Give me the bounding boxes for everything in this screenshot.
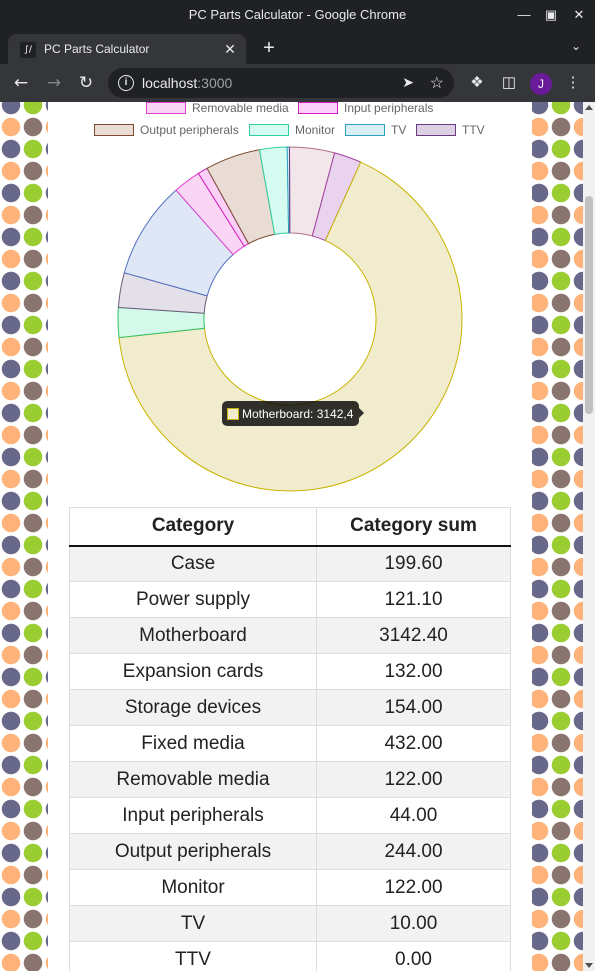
table-row: Expansion cards 132.00 xyxy=(69,653,511,690)
menu-kebab-icon[interactable]: ⋮ xyxy=(565,74,581,91)
profile-avatar[interactable]: J xyxy=(530,73,552,95)
tooltip-text: Motherboard: 3142,4 xyxy=(242,406,354,421)
site-info-icon[interactable]: i xyxy=(118,75,134,91)
category-cell: Storage devices xyxy=(69,689,317,726)
url-text[interactable]: localhost:3000 xyxy=(142,75,232,91)
table-row: Storage devices 154.00 xyxy=(69,689,511,726)
url-port: :3000 xyxy=(197,75,233,91)
back-arrow-icon[interactable]: ← xyxy=(13,73,29,93)
category-sum-cell: 199.60 xyxy=(316,545,511,582)
category-sum-cell: 122.00 xyxy=(316,869,511,906)
legend-swatch xyxy=(298,102,338,114)
legend-item-removable-media[interactable]: Removable media xyxy=(146,102,289,115)
table-row: Monitor 122.00 xyxy=(69,869,511,906)
tab-strip: ∫/ PC Parts Calculator ✕ + ⌄ xyxy=(0,30,595,64)
category-cell: Motherboard xyxy=(69,617,317,654)
legend-swatch xyxy=(249,124,289,136)
new-tab-icon[interactable]: + xyxy=(263,37,275,59)
legend-label: TV xyxy=(391,123,407,137)
window-title: PC Parts Calculator - Google Chrome xyxy=(188,7,407,22)
scrollbar-thumb[interactable] xyxy=(585,196,593,414)
table-row: Power supply 121.10 xyxy=(69,581,511,618)
category-sum-cell: 132.00 xyxy=(316,653,511,690)
legend-label: Removable media xyxy=(192,102,289,115)
send-icon[interactable]: ➤ xyxy=(402,74,414,90)
table-row: Removable media 122.00 xyxy=(69,761,511,798)
legend-label: TTV xyxy=(462,123,485,137)
url-host: localhost xyxy=(142,75,198,91)
category-sum-cell: 121.10 xyxy=(316,581,511,618)
side-panel-icon[interactable]: ◫ xyxy=(501,74,517,91)
maximize-icon[interactable]: ▣ xyxy=(544,7,558,22)
table-row: Motherboard 3142.40 xyxy=(69,617,511,654)
table-row: TTV 0.00 xyxy=(69,941,511,971)
legend-label: Output peripherals xyxy=(140,123,239,137)
category-cell: TV xyxy=(69,905,317,942)
table-row: Output peripherals 244.00 xyxy=(69,833,511,870)
window-titlebar: PC Parts Calculator - Google Chrome — ▣ … xyxy=(0,0,595,30)
category-sum-cell: 154.00 xyxy=(316,689,511,726)
column-header-category-sum: Category sum xyxy=(316,507,511,547)
browser-toolbar: ← → ↻ i localhost:3000 ➤ ☆ ❖ ◫ J ⋮ xyxy=(0,64,595,102)
table-row: Fixed media 432.00 xyxy=(69,725,511,762)
column-header-category: Category xyxy=(69,507,317,547)
doughnut-chart[interactable] xyxy=(48,102,532,502)
category-cell: Monitor xyxy=(69,869,317,906)
legend-label: Input peripherals xyxy=(344,102,434,115)
category-cell: Output peripherals xyxy=(69,833,317,870)
doughnut-slice-motherboard[interactable] xyxy=(118,161,463,492)
category-sum-cell: 432.00 xyxy=(316,725,511,762)
chart-tooltip: Motherboard: 3142,4 xyxy=(222,401,364,426)
legend-item-input-peripherals[interactable]: Input peripherals xyxy=(298,102,433,115)
category-cell: TTV xyxy=(69,941,317,971)
category-sum-cell: 3142.40 xyxy=(316,617,511,654)
category-cell: Power supply xyxy=(69,581,317,618)
legend-item-output-peripherals[interactable]: Output peripherals xyxy=(94,123,239,137)
extensions-puzzle-icon[interactable]: ❖ xyxy=(470,74,484,91)
chart-legend: Removable media Input peripherals Output… xyxy=(48,102,532,142)
category-cell: Removable media xyxy=(69,761,317,798)
legend-item-ttv[interactable]: TTV xyxy=(416,123,485,137)
category-cell: Input peripherals xyxy=(69,797,317,834)
vertical-scrollbar[interactable] xyxy=(583,102,595,971)
category-sum-cell: 10.00 xyxy=(316,905,511,942)
page-viewport: Removable media Input peripherals Output… xyxy=(0,102,583,971)
legend-swatch xyxy=(146,102,186,114)
tab-search-chevron-icon[interactable]: ⌄ xyxy=(570,39,581,53)
minimize-icon[interactable]: — xyxy=(517,7,531,22)
legend-label: Monitor xyxy=(295,123,336,137)
legend-item-monitor[interactable]: Monitor xyxy=(249,123,335,137)
close-window-icon[interactable]: ✕ xyxy=(573,7,585,22)
scroll-up-arrow-icon[interactable] xyxy=(585,105,593,110)
close-tab-icon[interactable]: ✕ xyxy=(224,41,236,57)
category-sum-cell: 44.00 xyxy=(316,797,511,834)
category-sum-cell: 244.00 xyxy=(316,833,511,870)
calc-icon: ∫/ xyxy=(20,42,36,58)
reload-icon[interactable]: ↻ xyxy=(78,73,94,93)
category-cell: Expansion cards xyxy=(69,653,317,690)
category-sum-cell: 0.00 xyxy=(316,941,511,971)
table-header-row: Category Category sum xyxy=(69,507,511,547)
address-bar[interactable]: i localhost:3000 ➤ ☆ xyxy=(108,68,454,98)
tab-title: PC Parts Calculator xyxy=(44,42,150,56)
legend-item-tv[interactable]: TV xyxy=(345,123,406,137)
main-content: Removable media Input peripherals Output… xyxy=(48,102,532,971)
bookmark-star-icon[interactable]: ☆ xyxy=(429,75,444,92)
category-sum-table: Category Category sum Case 199.60 Power su… xyxy=(69,507,511,971)
table-row: Input peripherals 44.00 xyxy=(69,797,511,834)
legend-swatch xyxy=(345,124,385,136)
legend-swatch xyxy=(416,124,456,136)
forward-arrow-icon[interactable]: → xyxy=(46,73,62,93)
table-row: TV 10.00 xyxy=(69,905,511,942)
scroll-down-arrow-icon[interactable] xyxy=(585,963,593,968)
tab-pc-parts-calculator[interactable]: ∫/ PC Parts Calculator ✕ xyxy=(8,34,246,64)
table-row: Case 199.60 xyxy=(69,545,511,582)
tooltip-swatch xyxy=(227,407,239,420)
legend-swatch xyxy=(94,124,134,136)
category-cell: Case xyxy=(69,545,317,582)
category-sum-cell: 122.00 xyxy=(316,761,511,798)
category-cell: Fixed media xyxy=(69,725,317,762)
